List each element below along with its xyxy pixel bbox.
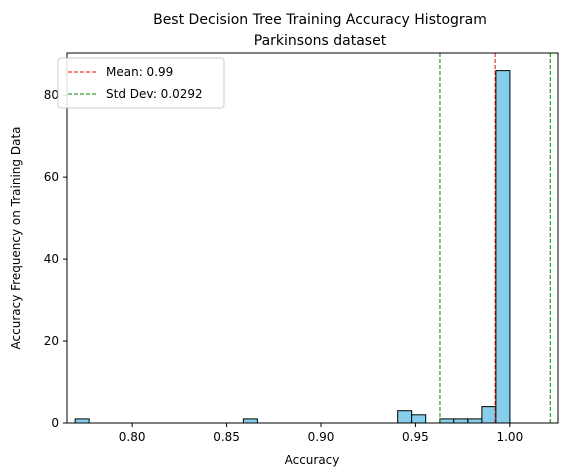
y-tick-label-0: 0	[51, 416, 59, 430]
chart-subtitle: Parkinsons dataset	[254, 33, 387, 49]
chart-title: Best Decision Tree Training Accuracy His…	[153, 12, 487, 28]
histogram-bar-4	[439, 418, 455, 424]
plot-frame	[66, 52, 559, 424]
y-tick-label-1: 20	[44, 334, 59, 348]
legend-label-std: Std Dev: 0.0292	[106, 87, 203, 101]
x-tick-label-1: 0.85	[213, 430, 240, 444]
reference-lines-layer	[439, 53, 551, 423]
y-tick-label-3: 60	[44, 170, 59, 184]
histogram-bar-6	[467, 418, 483, 424]
y-tick-label-4: 80	[44, 88, 59, 102]
histogram-bar-2	[397, 410, 413, 424]
histogram-bar-8	[495, 70, 511, 424]
legend-label-mean: Mean: 0.99	[106, 65, 173, 79]
x-tick-label-2: 0.90	[308, 430, 335, 444]
y-axis-label: Accuracy Frequency on Training Data	[9, 127, 23, 350]
x-tick-label-4: 1.00	[496, 430, 523, 444]
x-tick-label-3: 0.95	[402, 430, 429, 444]
histogram-bar-1	[242, 418, 258, 424]
x-axis-label: Accuracy	[285, 453, 340, 467]
histogram-bar-5	[453, 418, 469, 424]
x-axis: 0.80 0.85 0.90 0.95 1.00	[119, 423, 523, 444]
histogram-bar-7	[481, 406, 497, 424]
y-tick-label-2: 40	[44, 252, 59, 266]
y-axis: 0 20 40 60 80	[44, 88, 67, 430]
x-tick-label-0: 0.80	[119, 430, 146, 444]
legend: Mean: 0.99 Std Dev: 0.0292	[57, 57, 225, 109]
histogram-bar-0	[74, 418, 90, 424]
bars-layer	[74, 70, 511, 424]
histogram-bar-3	[411, 414, 427, 424]
legend-box	[57, 57, 225, 109]
